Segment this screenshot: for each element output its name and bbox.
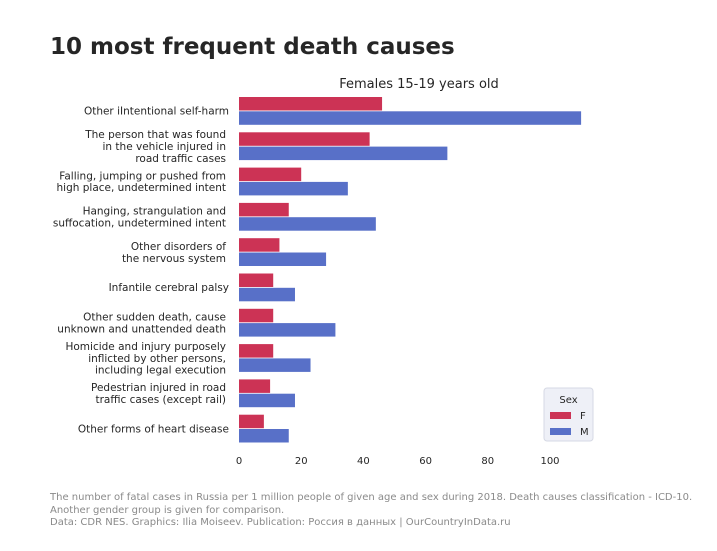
category-label-4-1: the nervous system — [122, 253, 226, 265]
bar-M-7 — [239, 358, 311, 372]
category-label-1-0: The person that was found — [84, 129, 226, 141]
category-label-6-0: Other sudden death, cause — [83, 312, 226, 324]
legend-label-M: M — [580, 427, 589, 438]
category-label-9-0: Other forms of heart disease — [78, 423, 229, 435]
x-tick-label-4: 80 — [481, 456, 494, 467]
category-labels: Other iIntentional self-harm The person t… — [53, 106, 229, 436]
bar-M-8 — [239, 393, 295, 408]
bar-F-1 — [239, 132, 370, 146]
category-label-0-0: Other iIntentional self-harm — [84, 106, 229, 118]
x-tick-label-2: 40 — [357, 456, 370, 467]
legend-label-F: F — [580, 411, 586, 422]
bar-F-3 — [239, 202, 289, 217]
bar-F-9 — [239, 414, 264, 429]
category-label-6-1: unknown and unattended death — [57, 323, 226, 335]
legend-title: Sex — [559, 395, 577, 406]
x-axis-ticks: 0 20 40 60 80 100 — [236, 456, 560, 467]
footer-line-1: The number of fatal cases in Russia per … — [50, 492, 693, 503]
category-label-3-0: Hanging, strangulation and — [83, 206, 226, 218]
footer-line-3: Data: CDR NES. Graphics: Ilia Moiseev. P… — [50, 517, 511, 528]
bar-M-1 — [239, 146, 448, 161]
category-label-1-1: in the vehicle injured in — [103, 141, 226, 153]
category-label-2-1: high place, undetermined intent — [57, 182, 226, 194]
bar-F-4 — [239, 238, 280, 252]
bar-F-7 — [239, 344, 274, 358]
x-tick-label-0: 0 — [236, 456, 242, 467]
category-label-2-0: Falling, jumping or pushed from — [59, 170, 226, 182]
footer-notes: The number of fatal cases in Russia per … — [50, 492, 692, 530]
bar-M-3 — [239, 217, 376, 231]
category-label-3-1: suffocation, undetermined intent — [53, 218, 226, 230]
category-label-7-2: including legal execution — [95, 365, 226, 377]
category-label-8-0: Pedestrian injured in road — [91, 382, 226, 394]
bar-M-6 — [239, 323, 336, 337]
x-tick-label-3: 60 — [419, 456, 432, 467]
category-label-1-2: road traffic cases — [135, 153, 226, 165]
bar-F-8 — [239, 379, 271, 393]
x-tick-label-5: 100 — [540, 456, 559, 467]
bars-group — [239, 97, 582, 443]
category-label-4-0: Other disorders of — [131, 241, 226, 253]
bar-F-2 — [239, 167, 302, 182]
bar-M-2 — [239, 181, 348, 196]
bar-M-0 — [239, 111, 582, 125]
bar-chart: Females 15-19 years old Other iIntention… — [53, 77, 594, 467]
category-label-7-1: inflicted by other persons, — [88, 353, 226, 365]
category-label-5-0: Infantile cerebral palsy — [109, 282, 229, 294]
category-label-8-1: traffic cases (except rail) — [95, 394, 226, 406]
category-label-7-0: Homicide and injury purposely — [65, 341, 226, 353]
chart-subtitle: Females 15-19 years old — [339, 77, 499, 92]
legend-swatch-F — [550, 412, 571, 419]
bar-M-4 — [239, 252, 327, 266]
x-tick-label-1: 20 — [295, 456, 308, 467]
bar-F-6 — [239, 308, 274, 323]
bar-F-0 — [239, 97, 383, 111]
bar-M-9 — [239, 429, 289, 443]
legend-swatch-M — [550, 428, 571, 435]
page-title: 10 most frequent death causes — [50, 34, 455, 60]
bar-F-5 — [239, 273, 274, 287]
footer-line-2: Another gender group is given for compar… — [50, 504, 285, 516]
bar-M-5 — [239, 287, 295, 302]
